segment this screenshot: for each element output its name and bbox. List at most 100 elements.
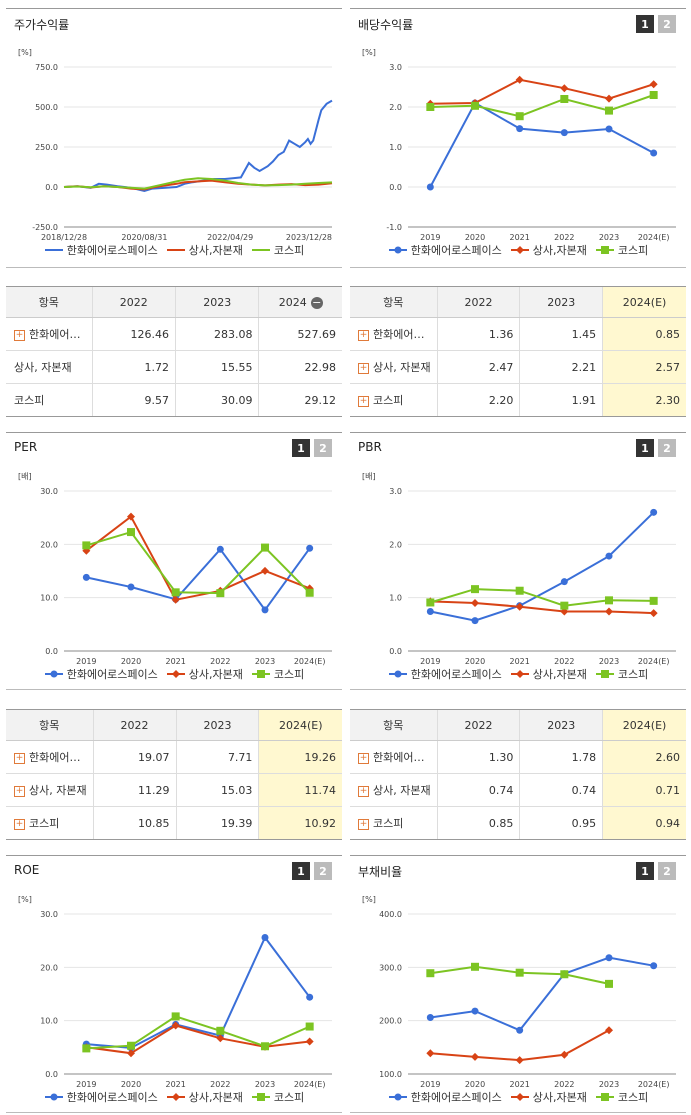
data-point[interactable] [426,1049,435,1058]
row-label[interactable]: 코스피 [6,383,93,417]
data-point[interactable] [560,970,569,979]
data-point[interactable] [216,1034,225,1043]
row-label[interactable]: + 상사, 자본재 [350,773,438,807]
data-point[interactable] [394,670,402,678]
data-point[interactable] [605,125,613,133]
data-point[interactable] [605,979,613,988]
data-point[interactable] [305,1037,314,1046]
legend-item-s2[interactable]: 상사,자본재 [166,242,243,258]
data-point[interactable] [560,601,569,610]
collapse-icon[interactable]: − [310,295,323,309]
period-1-button[interactable]: 1 [292,439,310,457]
legend-item-s2[interactable]: 상사,자본재 [510,1089,587,1105]
legend-item-s1[interactable]: 한화에어로스페이스 [388,242,502,258]
data-point[interactable] [171,1021,180,1030]
expand-icon[interactable]: + [358,818,369,830]
data-point[interactable] [605,1026,613,1035]
data-point[interactable] [605,94,613,103]
legend-item-s1[interactable]: 한화에어로스페이스 [44,666,158,682]
data-point[interactable] [394,246,402,254]
data-point[interactable] [471,1052,479,1061]
data-point[interactable] [515,75,524,84]
expand-icon[interactable]: + [358,395,369,407]
legend-item-s2[interactable]: 상사,자본재 [510,242,587,258]
expand-icon[interactable]: + [358,362,369,374]
data-point[interactable] [649,91,658,99]
data-point[interactable] [515,602,524,611]
data-point[interactable] [261,543,269,552]
data-point[interactable] [82,541,91,550]
data-point[interactable] [127,528,135,537]
row-label[interactable]: + 상사, 자본재 [350,350,438,384]
data-point[interactable] [516,1026,524,1034]
row-label[interactable]: + 한화에어… [6,740,94,774]
data-point[interactable] [171,588,180,597]
period-1-button[interactable]: 1 [292,862,310,880]
data-point[interactable] [82,1044,91,1053]
legend-item-s1[interactable]: 한화에어로스페이스 [44,1089,158,1105]
data-point[interactable] [50,1093,58,1101]
data-point[interactable] [650,508,658,516]
period-2-button[interactable]: 2 [314,862,332,880]
data-point[interactable] [82,573,90,581]
data-point[interactable] [216,1026,225,1035]
data-point[interactable] [50,670,58,678]
period-2-button[interactable]: 2 [658,862,676,880]
legend-item-s1[interactable]: 한화에어로스페이스 [388,1089,502,1105]
data-point[interactable] [305,588,314,597]
data-point[interactable] [127,512,135,521]
data-point[interactable] [515,586,524,595]
row-label[interactable]: + 상사, 자본재 [6,773,94,807]
data-point[interactable] [261,566,269,575]
period-2-button[interactable]: 2 [314,439,332,457]
data-point[interactable] [216,545,224,553]
data-point[interactable] [471,585,479,594]
data-point[interactable] [605,954,613,962]
data-point[interactable] [515,1093,524,1101]
data-point[interactable] [605,106,613,115]
data-point[interactable] [471,599,479,607]
data-point[interactable] [649,80,658,89]
data-point[interactable] [560,84,569,93]
data-point[interactable] [560,1050,569,1059]
period-2-button[interactable]: 2 [658,15,676,33]
data-point[interactable] [171,595,180,604]
data-point[interactable] [426,598,435,607]
data-point[interactable] [600,1093,609,1101]
row-label[interactable]: + 한화에어… [6,317,93,351]
data-point[interactable] [471,962,479,971]
legend-item-s1[interactable]: 한화에어로스페이스 [44,242,158,258]
data-point[interactable] [261,933,269,941]
row-label[interactable]: + 코스피 [350,806,438,840]
data-point[interactable] [649,609,658,618]
data-point[interactable] [171,670,180,678]
period-2-button[interactable]: 2 [658,439,676,457]
legend-item-s3[interactable]: 코스피 [251,666,304,682]
legend-item-s3[interactable]: 코스피 [595,242,648,258]
data-point[interactable] [605,552,613,560]
data-point[interactable] [305,1022,314,1031]
data-point[interactable] [560,129,568,137]
legend-item-s2[interactable]: 상사,자본재 [510,666,587,682]
legend-item-s2[interactable]: 상사,자본재 [166,666,243,682]
expand-icon[interactable]: + [358,785,369,797]
data-point[interactable] [426,969,435,978]
data-point[interactable] [426,608,434,616]
data-point[interactable] [127,1041,135,1050]
data-point[interactable] [171,1012,180,1021]
data-point[interactable] [516,125,524,133]
data-point[interactable] [471,101,479,110]
expand-icon[interactable]: + [14,818,25,830]
data-point[interactable] [560,95,569,103]
legend-item-s1[interactable]: 한화에어로스페이스 [388,666,502,682]
data-point[interactable] [650,962,658,970]
data-point[interactable] [515,670,524,678]
data-point[interactable] [261,606,269,614]
data-point[interactable] [426,1013,434,1021]
data-point[interactable] [471,617,479,625]
expand-icon[interactable]: + [14,329,25,341]
data-point[interactable] [426,183,434,191]
data-point[interactable] [515,1056,524,1065]
data-point[interactable] [600,246,609,254]
period-1-button[interactable]: 1 [636,15,654,33]
